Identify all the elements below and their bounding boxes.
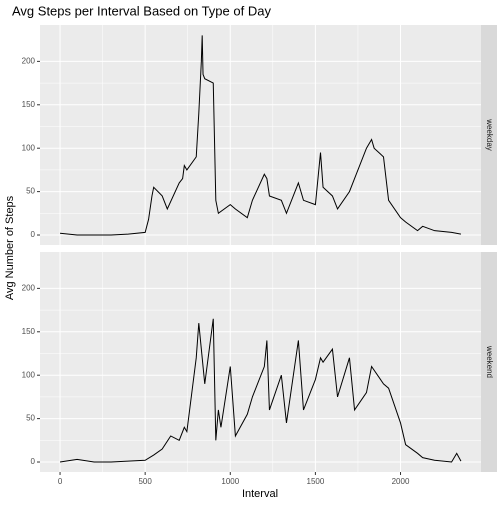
line [59, 318, 462, 463]
x-tick-label: 1500 [307, 477, 325, 486]
panel-background [40, 25, 481, 245]
y-axis-label: Avg Number of Steps [4, 195, 16, 300]
y-tick-label: 200 [22, 283, 36, 292]
facet-strip [481, 25, 497, 245]
x-tick-label: 500 [138, 477, 152, 486]
line [59, 35, 462, 236]
x-axis-label: Interval [242, 488, 278, 500]
y-tick-label: 150 [22, 327, 36, 336]
panel-background [40, 252, 481, 472]
x-tick-label: 1000 [221, 477, 239, 486]
y-tick-label: 100 [22, 370, 36, 379]
x-tick-label: 0 [58, 477, 63, 486]
y-tick-label: 200 [22, 56, 36, 65]
x-tick-label: 2000 [392, 477, 410, 486]
facet-strip [481, 252, 497, 472]
y-tick-label: 150 [22, 100, 36, 109]
y-tick-label: 50 [26, 187, 35, 196]
y-tick-label: 50 [26, 414, 35, 423]
y-tick-label: 100 [22, 143, 36, 152]
facet-label: weekend [485, 345, 494, 378]
y-tick-label: 0 [31, 457, 36, 466]
y-tick-label: 0 [31, 230, 36, 239]
facet-label: weekday [485, 118, 494, 151]
chart-title: Avg Steps per Interval Based on Type of … [12, 3, 271, 18]
